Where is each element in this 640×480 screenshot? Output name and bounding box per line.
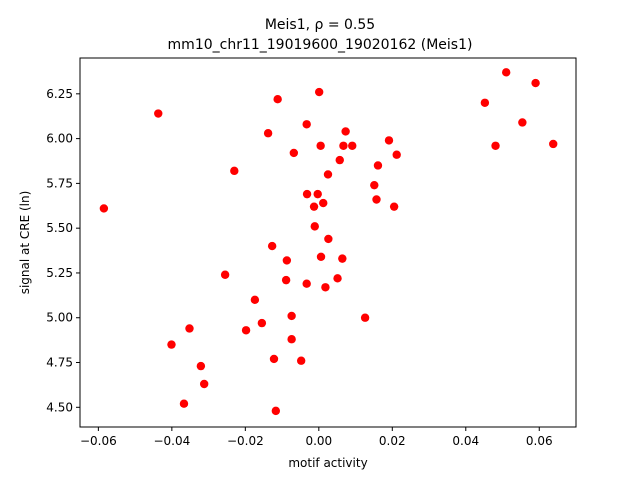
data-point [271, 406, 281, 416]
data-point [250, 295, 260, 305]
data-point [341, 127, 350, 136]
x-axis-ticks: −0.06 −0.04 −0.02 0.00 0.02 0.04 0.06 [80, 427, 553, 448]
data-point [316, 141, 325, 150]
data-point [302, 120, 311, 129]
x-tick-label: −0.06 [80, 434, 117, 448]
data-point [339, 141, 348, 150]
x-tick-label: 0.02 [379, 434, 406, 448]
y-tick-label: 4.75 [46, 356, 73, 370]
data-point [319, 198, 328, 208]
data-point [338, 254, 347, 263]
data-point [287, 311, 296, 321]
data-point [324, 234, 333, 244]
data-point [372, 195, 381, 204]
data-point [314, 87, 324, 97]
data-point [360, 313, 370, 322]
data-point [273, 94, 282, 104]
data-point [99, 204, 109, 213]
data-point [241, 326, 251, 335]
data-point [269, 354, 279, 364]
data-point [167, 340, 176, 349]
y-tick-label: 6.00 [46, 132, 73, 146]
data-point [287, 335, 296, 344]
data-point [302, 189, 312, 199]
data-point [480, 98, 490, 107]
data-point [196, 361, 206, 371]
data-point [348, 141, 357, 150]
data-point [389, 202, 399, 211]
y-axis-label: signal at CRE (ln) [18, 191, 32, 295]
data-point [220, 270, 230, 279]
data-point [321, 283, 330, 292]
y-axis-ticks: 4.50 4.75 5.00 5.25 5.50 5.75 6.00 6.25 [46, 87, 80, 414]
data-point [384, 136, 394, 145]
x-tick-label: −0.02 [227, 434, 264, 448]
data-point [309, 202, 319, 211]
y-tick-label: 5.75 [46, 176, 73, 190]
data-point [323, 170, 333, 179]
chart-title-line2: mm10_chr11_19019600_19020162 (Meis1) [168, 37, 473, 53]
plot-frame [79, 57, 577, 428]
data-point [185, 324, 194, 333]
data-point [267, 241, 277, 251]
data-point [333, 274, 342, 283]
y-tick-label: 5.25 [46, 266, 73, 280]
data-point [491, 141, 500, 150]
y-tick-label: 4.50 [46, 400, 73, 414]
data-point [199, 379, 209, 389]
data-point [257, 318, 267, 328]
data-point [282, 256, 292, 265]
data-point [302, 279, 311, 288]
y-tick-label: 5.50 [46, 221, 73, 235]
data-point [549, 139, 558, 149]
data-point [313, 189, 322, 199]
data-points [99, 68, 558, 416]
data-point [281, 275, 291, 285]
data-point [316, 252, 326, 262]
data-point [373, 161, 383, 170]
data-point [335, 155, 344, 165]
x-tick-label: −0.04 [153, 434, 190, 448]
data-point [289, 148, 299, 158]
chart-title-line1: Meis1, ρ = 0.55 [265, 17, 375, 33]
data-point [370, 180, 379, 190]
data-point [296, 356, 306, 365]
x-tick-label: 0.00 [305, 434, 332, 448]
data-point [154, 109, 163, 118]
x-tick-label: 0.06 [526, 434, 553, 448]
data-point [501, 68, 511, 77]
data-point [230, 166, 239, 176]
y-tick-label: 6.25 [46, 87, 73, 101]
x-tick-label: 0.04 [452, 434, 479, 448]
data-point [392, 150, 401, 159]
data-point [518, 118, 527, 127]
data-point [179, 399, 189, 408]
data-point [310, 222, 319, 231]
data-point [263, 129, 273, 138]
x-axis-label: motif activity [288, 456, 367, 470]
data-point [531, 78, 540, 88]
y-tick-label: 5.00 [46, 311, 73, 325]
